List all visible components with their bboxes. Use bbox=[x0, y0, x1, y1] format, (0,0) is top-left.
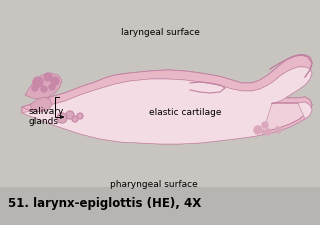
Circle shape bbox=[262, 122, 268, 128]
Circle shape bbox=[265, 129, 271, 135]
Circle shape bbox=[275, 127, 281, 133]
Circle shape bbox=[72, 117, 78, 122]
Text: pharyngeal surface: pharyngeal surface bbox=[110, 179, 197, 188]
Circle shape bbox=[254, 126, 262, 134]
Text: elastic cartilage: elastic cartilage bbox=[149, 108, 222, 117]
Circle shape bbox=[57, 113, 67, 124]
Polygon shape bbox=[30, 98, 52, 112]
Circle shape bbox=[33, 78, 43, 88]
Polygon shape bbox=[22, 98, 312, 144]
Polygon shape bbox=[22, 56, 312, 113]
Circle shape bbox=[41, 87, 47, 93]
Circle shape bbox=[44, 74, 52, 82]
Polygon shape bbox=[22, 68, 312, 144]
Circle shape bbox=[32, 86, 38, 92]
Text: 51. larynx-epiglottis (HE), 4X: 51. larynx-epiglottis (HE), 4X bbox=[8, 197, 201, 209]
Circle shape bbox=[51, 78, 59, 86]
Circle shape bbox=[77, 113, 83, 119]
Text: laryngeal surface: laryngeal surface bbox=[121, 28, 199, 37]
Circle shape bbox=[66, 112, 74, 119]
Polygon shape bbox=[25, 74, 62, 99]
Text: salivary
glands: salivary glands bbox=[29, 106, 64, 126]
Polygon shape bbox=[0, 187, 320, 225]
Polygon shape bbox=[22, 56, 312, 141]
Circle shape bbox=[49, 85, 55, 91]
